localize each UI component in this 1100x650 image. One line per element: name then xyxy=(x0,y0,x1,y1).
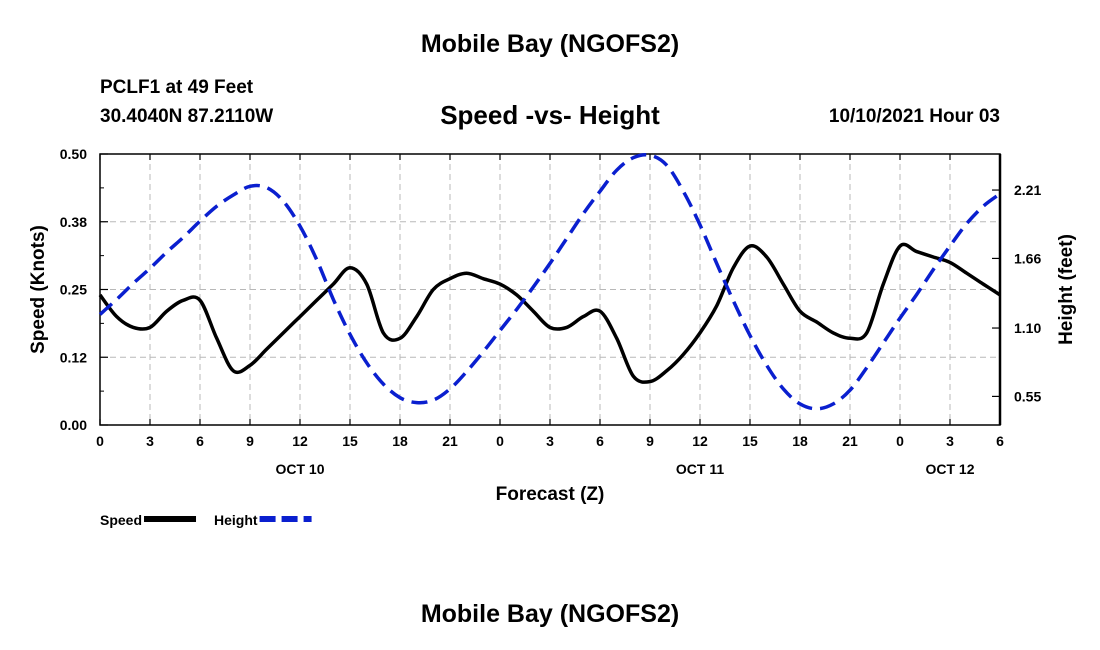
x-tick-label: 12 xyxy=(292,433,308,449)
date-label: OCT 12 xyxy=(925,461,974,477)
x-tick-label: 6 xyxy=(596,433,604,449)
x-tick-label: 3 xyxy=(146,433,154,449)
series-line-speed xyxy=(98,242,1001,384)
x-tick-label: 18 xyxy=(392,433,408,449)
x-tick-label: 3 xyxy=(546,433,554,449)
timestamp-label: 10/10/2021 Hour 03 xyxy=(828,106,1000,127)
x-tick-label: 15 xyxy=(742,433,758,449)
station-label: PCLF1 at 49 Feet xyxy=(100,77,254,98)
x-tick-label: 12 xyxy=(692,433,708,449)
chart-title: Mobile Bay (NGOFS2) xyxy=(420,30,680,58)
x-tick-label: 0 xyxy=(896,433,904,449)
x-tick-label: 6 xyxy=(996,433,1004,449)
x-tick-label: 9 xyxy=(246,433,254,449)
y2-tick-label: 1.10 xyxy=(1014,320,1041,336)
x-tick-label: 18 xyxy=(792,433,808,449)
y2-tick-label: 0.55 xyxy=(1014,388,1041,404)
y-tick-label: 0.00 xyxy=(60,417,87,433)
legend-label: Speed xyxy=(100,512,142,528)
x-tick-label: 6 xyxy=(196,433,204,449)
coordinates-label: 30.4040N 87.2110W xyxy=(100,106,274,127)
y2-tick-label: 2.21 xyxy=(1014,182,1041,198)
y-tick-label: 0.12 xyxy=(60,349,87,365)
date-label: OCT 10 xyxy=(275,461,324,477)
x-tick-label: 21 xyxy=(442,433,458,449)
x-tick-label: 3 xyxy=(946,433,954,449)
y-tick-label: 0.38 xyxy=(60,214,87,230)
series-line-height xyxy=(98,152,1002,411)
y-tick-label: 0.25 xyxy=(60,282,87,298)
y2-axis-title: Height (feet) xyxy=(1056,234,1077,345)
x-tick-label: 15 xyxy=(342,433,358,449)
y2-tick-label: 1.66 xyxy=(1014,250,1041,266)
x-tick-label: 0 xyxy=(496,433,504,449)
x-axis-title: Forecast (Z) xyxy=(496,484,605,505)
y-axis-title: Speed (Knots) xyxy=(28,225,49,354)
x-tick-label: 21 xyxy=(842,433,858,449)
footer-title: Mobile Bay (NGOFS2) xyxy=(420,600,680,628)
chart-subtitle: Speed -vs- Height xyxy=(440,100,660,130)
date-label: OCT 11 xyxy=(676,461,724,477)
x-tick-label: 0 xyxy=(96,433,104,449)
x-tick-label: 9 xyxy=(646,433,654,449)
legend-label: Height xyxy=(214,512,258,528)
y-tick-label: 0.50 xyxy=(60,146,87,162)
